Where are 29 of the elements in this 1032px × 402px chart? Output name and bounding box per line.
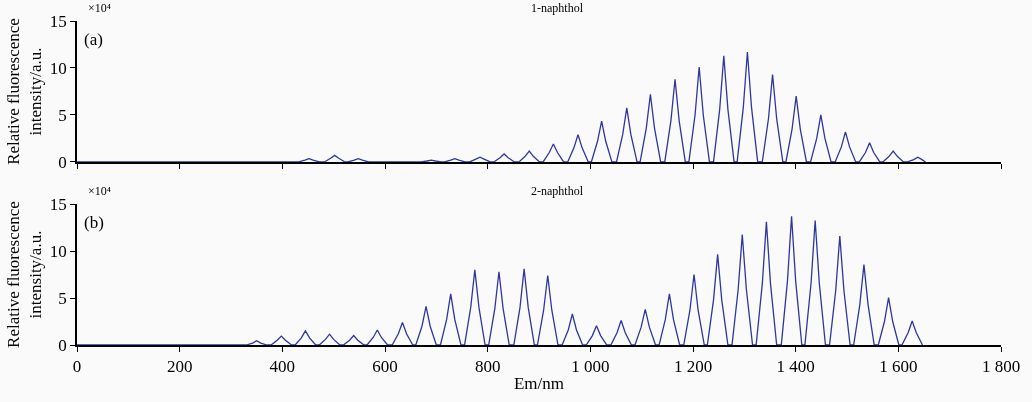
y-axis-title: Relative fluorescence intensity/a.u. xyxy=(3,201,45,348)
y-axis-title: Relative fluorescence intensity/a.u. xyxy=(3,18,45,165)
x-tick-label: 200 xyxy=(166,357,193,377)
y-tick-label: 15 xyxy=(49,195,67,215)
x-tick-label: 1 600 xyxy=(879,357,918,377)
text: ×10⁴ xyxy=(88,1,111,15)
annotation: (b) xyxy=(84,213,104,232)
x-tick-label: 600 xyxy=(372,357,398,377)
line-series xyxy=(77,51,927,162)
y-tick-label: 10 xyxy=(49,58,67,78)
y-tick-label: 0 xyxy=(58,152,67,172)
y-tick-label: 0 xyxy=(58,335,67,355)
x-axis-title: Em/nm xyxy=(513,374,565,394)
text: ×10⁴ xyxy=(88,184,111,198)
chart-title: 1-naphthol xyxy=(531,1,584,15)
x-tick-label: 400 xyxy=(269,357,296,377)
x-tick-label: 1 000 xyxy=(571,357,610,377)
x-tick-label: 1 400 xyxy=(776,357,815,377)
chart-title: 2-naphthol xyxy=(531,184,584,198)
y-tick-label: 15 xyxy=(49,11,67,31)
x-tick-label: 1 200 xyxy=(673,357,713,377)
annotation: (a) xyxy=(84,30,103,49)
x-tick-label: 0 xyxy=(72,357,82,377)
x-tick-label: 1 800 xyxy=(981,357,1021,377)
y-tick-label: 5 xyxy=(58,288,67,308)
y-tick-label: 5 xyxy=(58,105,67,125)
line-series xyxy=(77,215,924,345)
x-tick-label: 800 xyxy=(474,357,501,377)
y-tick-label: 10 xyxy=(49,241,67,261)
